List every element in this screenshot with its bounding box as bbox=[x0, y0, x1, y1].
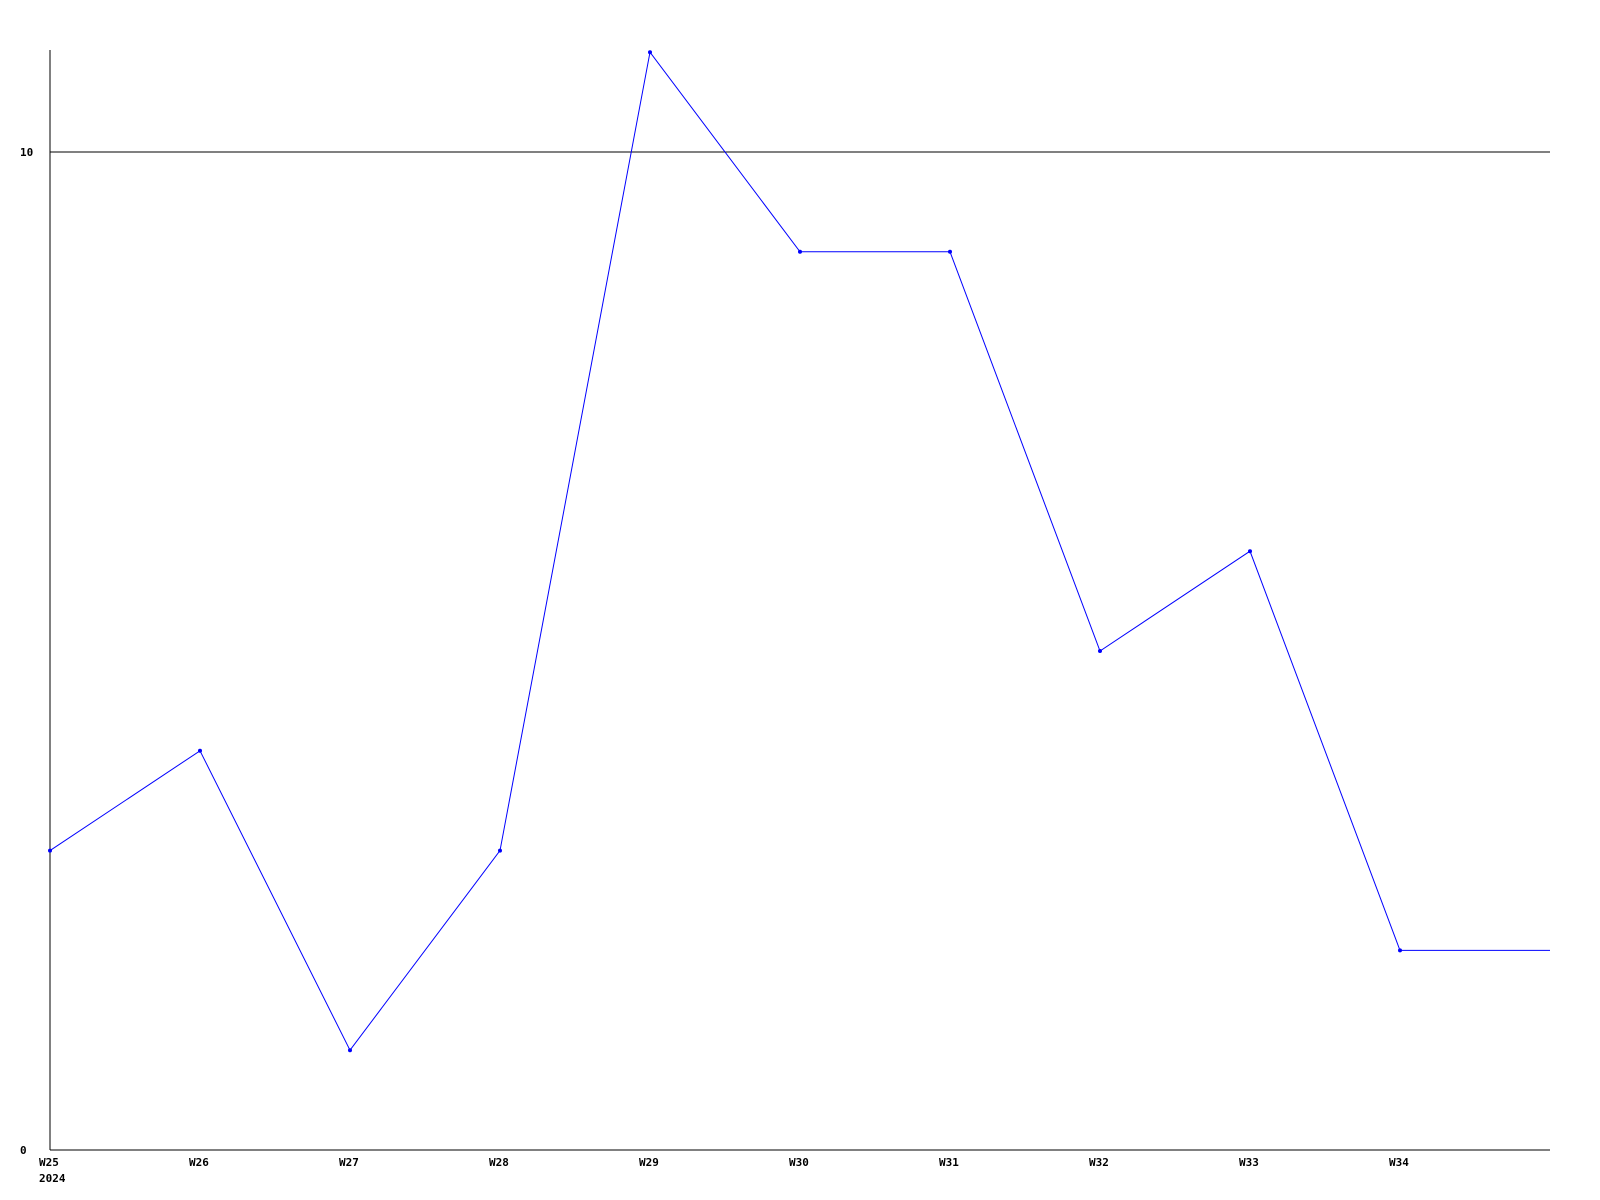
data-point bbox=[498, 848, 502, 853]
data-point bbox=[1098, 649, 1102, 653]
x-tick-label: W32 bbox=[1089, 1156, 1109, 1169]
data-point bbox=[48, 848, 52, 853]
data-point bbox=[1248, 549, 1252, 554]
x-tick-label: W26 bbox=[189, 1156, 209, 1169]
series-line bbox=[49, 50, 1550, 1052]
data-point bbox=[798, 249, 802, 254]
x-tick-label: W31 bbox=[939, 1156, 959, 1169]
y-tick-label: 10 bbox=[20, 146, 33, 159]
y-tick-label: 0 bbox=[20, 1144, 27, 1157]
x-tick-label: W28 bbox=[489, 1156, 509, 1169]
x-axis-year-label: 2024 bbox=[39, 1172, 66, 1185]
x-tick-label: W27 bbox=[339, 1156, 359, 1169]
x-tick-label: W33 bbox=[1239, 1156, 1259, 1169]
data-point bbox=[948, 249, 952, 254]
data-point bbox=[198, 748, 202, 753]
x-tick-label: W29 bbox=[639, 1156, 659, 1169]
data-point bbox=[348, 1048, 352, 1053]
x-tick-label: W34 bbox=[1389, 1156, 1409, 1169]
data-point bbox=[1398, 948, 1402, 953]
x-tick-label: W30 bbox=[789, 1156, 809, 1169]
data-point bbox=[648, 50, 652, 55]
x-tick-label: W25 bbox=[39, 1156, 59, 1169]
